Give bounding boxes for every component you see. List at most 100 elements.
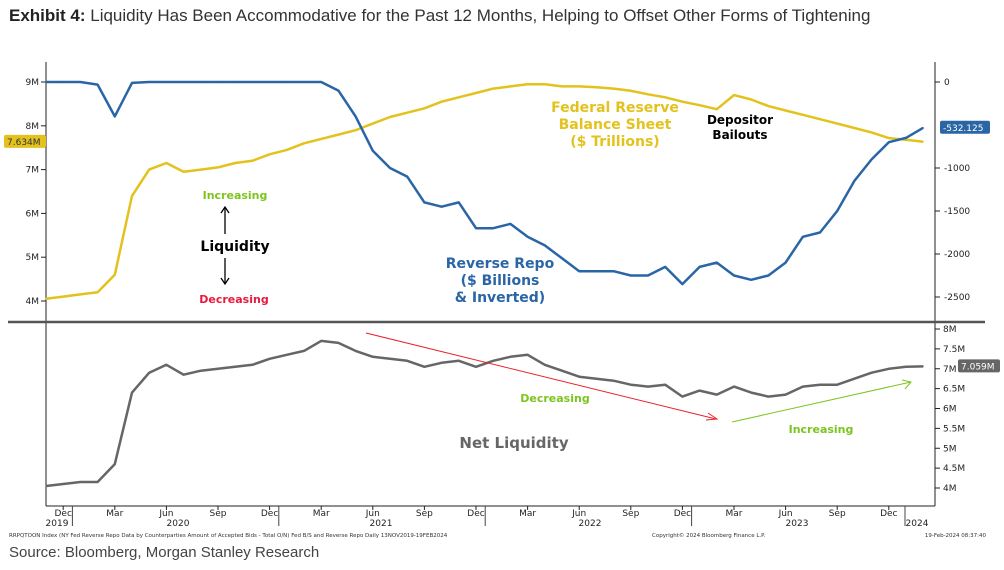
- repo-last-value-badge: -532.125: [943, 124, 983, 134]
- reverse-repo-line-point: [733, 274, 735, 277]
- reverse-repo-line-point: [836, 210, 838, 212]
- right-axis-tick-label: -2500: [944, 293, 970, 303]
- net-liquidity-line: [45, 339, 924, 488]
- reverse-repo-line-point: [785, 262, 787, 264]
- reverse-repo-line-point: [871, 158, 873, 160]
- fed-balance-sheet-line-point: [97, 291, 99, 293]
- fed-balance-sheet-line-point: [114, 274, 116, 276]
- fed-balance-sheet-line-point: [802, 114, 804, 116]
- reverse-repo-line-point: [286, 81, 288, 83]
- reverse-repo-line-point: [423, 201, 425, 203]
- x-axis-month-label: Jun: [365, 509, 380, 519]
- net-liquidity-line-point: [544, 364, 546, 366]
- reverse-repo-line-point: [45, 81, 47, 83]
- x-axis-year-label: 2020: [167, 519, 190, 529]
- right-axis-tick-label: -1000: [944, 164, 970, 174]
- reverse-repo-line-point: [716, 262, 718, 264]
- x-axis-month-label: Mar: [726, 509, 743, 519]
- net-liquidity-line-point: [475, 366, 477, 368]
- reverse-repo-line-point: [664, 266, 666, 268]
- net-liquidity-line-point: [853, 378, 856, 380]
- fed-balance-sheet-line-point: [836, 123, 838, 125]
- reverse-repo-line-point: [355, 115, 357, 117]
- fed-balance-sheet-line-point: [165, 162, 167, 164]
- reverse-repo-line-point: [79, 81, 81, 83]
- net-liquidity-line-point: [630, 384, 632, 386]
- reverse-repo-line-point: [303, 81, 305, 83]
- fed-balance-sheet-line-point: [131, 195, 133, 197]
- fed-balance-sheet-line-point: [664, 96, 666, 98]
- reverse-repo-line-point: [458, 201, 460, 203]
- reverse-repo-line-point: [681, 283, 684, 285]
- bottom-decreasing-label: Decreasing: [520, 392, 589, 405]
- fed-balance-sheet-line-point: [286, 149, 288, 151]
- fed-balance-sheet-line-point: [613, 87, 615, 90]
- net-liquidity-line-point: [458, 360, 460, 362]
- fed-balance-sheet-line-point: [62, 296, 64, 298]
- net-liquidity-line-point: [819, 384, 821, 386]
- x-axis-month-label: Jun: [571, 509, 586, 519]
- net-liquidity-line-point: [492, 360, 494, 362]
- x-axis-month-label: Mar: [519, 509, 536, 519]
- fed-balance-sheet-line-point: [389, 116, 391, 118]
- net-liquidity-line-point: [441, 362, 443, 364]
- up-arrow-icon: [220, 205, 230, 234]
- repo-last-value-badge-bg: [940, 120, 990, 134]
- x-axis-year-label: 2023: [786, 519, 809, 529]
- reverse-repo-line-point: [922, 127, 924, 129]
- net-liquidity-line-point: [372, 356, 374, 358]
- fed-balance-sheet-line-point: [492, 87, 494, 90]
- fed-balance-sheet-line-point: [630, 90, 632, 92]
- fed-balance-sheet-line-point: [217, 166, 219, 169]
- exhibit-title-text: Liquidity Has Been Accommodative for the…: [90, 6, 871, 25]
- exhibit-number: Exhibit 4:: [9, 6, 86, 25]
- increasing-label: Increasing: [203, 189, 268, 202]
- left-axis-tick-label: 5M: [26, 253, 40, 263]
- fed-balance-sheet-line-point: [716, 108, 718, 110]
- fed-balance-sheet-line-point: [544, 83, 546, 85]
- reverse-repo-line-point: [699, 266, 701, 268]
- fed-balance-sheet-line-point: [888, 137, 890, 139]
- reverse-repo-line-point: [544, 244, 546, 246]
- left-axis-tick-label: 4M: [26, 297, 40, 307]
- net-liquidity-line-point: [97, 481, 99, 483]
- net-liquidity-line-point: [664, 384, 666, 386]
- down-arrow-icon: [220, 258, 230, 286]
- fed-balance-sheet-line-point: [767, 105, 770, 107]
- fed-label-line2: Balance Sheet: [559, 117, 672, 133]
- net-last-value-badge: 7.059M: [961, 362, 995, 372]
- reverse-repo-line-point: [750, 279, 752, 281]
- reverse-repo-line-point: [251, 81, 253, 83]
- reverse-repo-line-point: [613, 270, 615, 272]
- fed-balance-sheet-line-point: [922, 141, 924, 143]
- red-trend-arrow: [365, 332, 719, 421]
- net-liquidity-line-point: [131, 392, 133, 394]
- net-liquidity-line-point: [527, 354, 529, 356]
- fed-balance-sheet-line-point: [681, 101, 684, 103]
- net-liquidity-line-point: [750, 392, 752, 394]
- reverse-repo-line-point: [441, 206, 443, 208]
- net-liquidity-line-point: [836, 384, 838, 386]
- fed-balance-sheet-line-point: [337, 133, 339, 136]
- x-axis-month-label: Dec: [674, 509, 691, 519]
- x-axis-year-label: 2019: [46, 519, 69, 529]
- left-axis-tick-label: 6M: [26, 209, 40, 219]
- net-liquidity-line-point: [871, 372, 873, 374]
- x-axis-month-label: Jun: [158, 509, 173, 519]
- x-axis-year-label: 2021: [370, 519, 393, 529]
- net-liquidity-line-point: [423, 366, 425, 368]
- net-last-value-badge-bg: [958, 359, 1000, 373]
- net-liquidity-line-point: [613, 380, 615, 382]
- reverse-repo-line-point: [200, 81, 202, 83]
- fed-balance-sheet-line-point: [320, 138, 322, 140]
- fed-last-value-badge-bg: [4, 134, 46, 148]
- decreasing-label: Decreasing: [199, 293, 268, 306]
- net-liquidity-line-point: [355, 350, 357, 352]
- fed-balance-sheet-line-point: [269, 153, 271, 155]
- fed-balance-sheet-line-point: [355, 129, 357, 131]
- net-liquidity-line-point: [320, 340, 322, 342]
- reverse-repo-line-point: [578, 270, 580, 272]
- x-axis-month-label: Sep: [416, 509, 433, 519]
- fed-balance-sheet-line-point: [871, 131, 873, 133]
